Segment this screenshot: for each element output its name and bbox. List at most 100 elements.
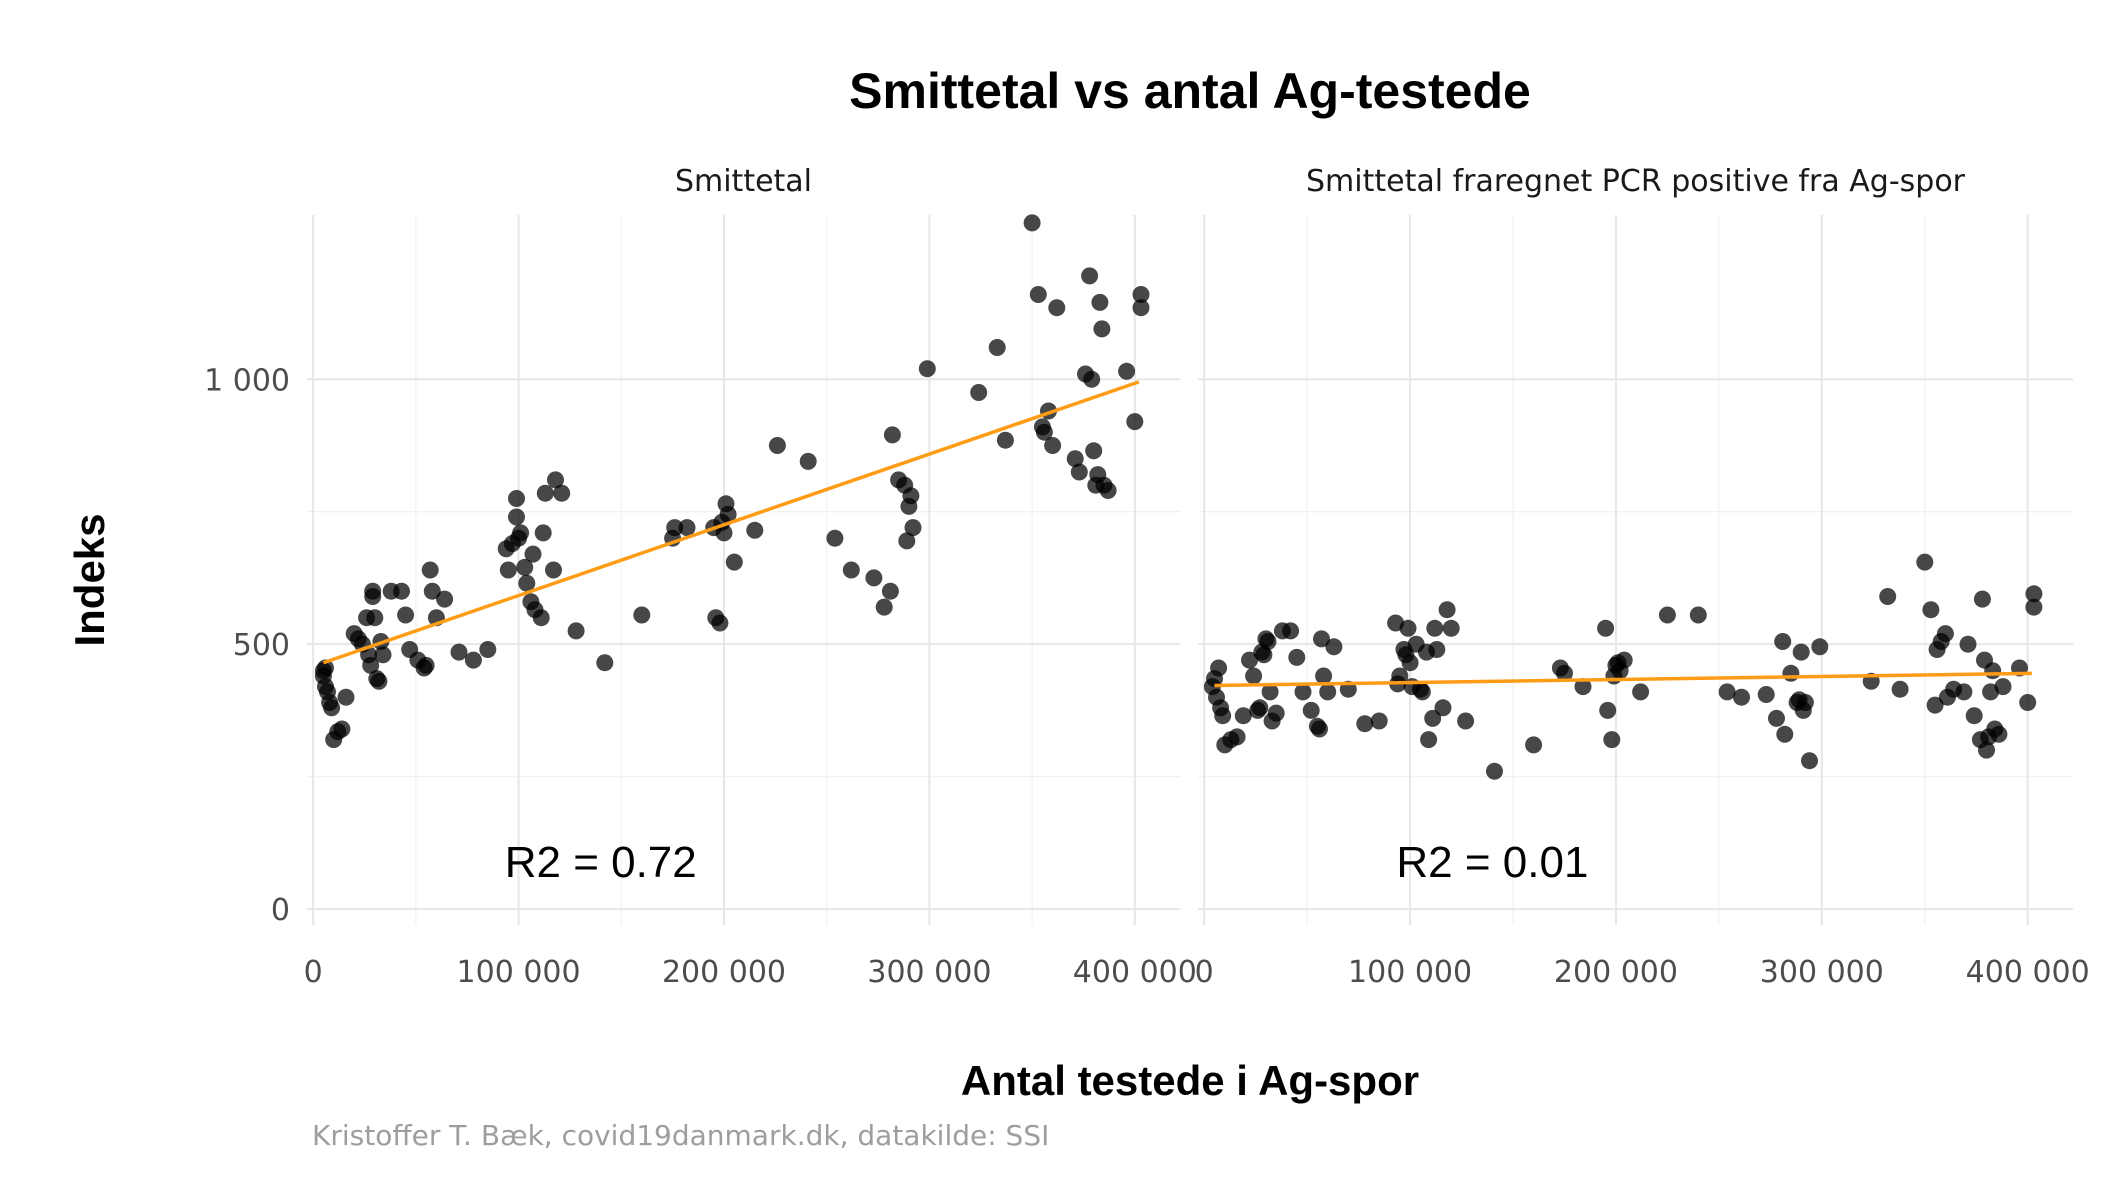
r2-annotation: R2 = 0.72 [505,838,697,887]
data-point [711,614,729,632]
y-tick-label: 0 [271,893,290,928]
data-point [1118,362,1136,380]
x-tick-label: 400 000 [1966,955,2090,990]
data-point [534,524,552,542]
major-grid [307,215,1180,925]
data-point [553,484,571,502]
data-point [1574,678,1592,696]
data-point [393,582,410,600]
data-point [1978,741,1995,759]
data-point [1994,678,2012,696]
data-point [1132,286,1150,303]
data-point [746,521,764,539]
data-point [2019,694,2037,711]
data-point [1428,641,1446,658]
data-point [1936,625,1954,643]
x-axis-title: Antal testede i Ag-spor [961,1057,1419,1104]
data-point [1891,680,1909,698]
data-point [1424,709,1442,727]
y-axis-ticks: 0 500 1 000 [204,363,290,928]
data-point [596,654,614,672]
data-point [450,643,468,661]
data-point [1029,286,1047,303]
data-point [1811,638,1829,656]
data-point [417,656,435,674]
data-point [678,519,696,537]
data-point [1261,683,1279,701]
data-point [881,582,899,600]
data-point [1457,712,1475,730]
data-point [1234,707,1252,725]
data-point [1099,482,1117,499]
y-tick-label: 1 000 [204,363,290,398]
data-point [364,588,382,605]
data-point [1048,299,1066,317]
data-point [508,508,525,526]
data-point [1774,633,1792,650]
data-point [317,659,334,677]
data-point [904,519,922,537]
data-point [898,532,916,550]
data-point [1081,267,1099,285]
data-point [1267,704,1285,722]
data-point [1792,643,1810,661]
data-point [883,426,901,444]
data-point [996,431,1014,449]
data-point [918,360,936,378]
data-point [725,553,743,571]
panel-smittetal: Smittetal 0 100 000 200 000 300 000 400 000 R2… [304,164,1197,990]
data-points [1203,553,2043,780]
x-tick-label: 400 000 [1073,955,1197,990]
data-point [1241,651,1258,669]
data-point [1245,667,1263,685]
data-point [1210,659,1228,677]
data-point [1486,762,1503,780]
data-point [1990,725,2008,743]
data-point [865,569,883,587]
data-point [1658,606,1676,624]
data-point [1132,299,1150,317]
data-point [370,672,388,690]
data-point [1879,588,1897,605]
data-point [512,524,530,542]
major-grid [1198,215,2073,925]
chart-caption: Kristoffer T. Bæk, covid19danmark.dk, da… [312,1119,1049,1152]
data-point [423,582,441,600]
data-point [1438,601,1456,619]
x-tick-label: 100 000 [457,955,581,990]
data-point [1420,731,1438,749]
data-point [1294,683,1312,701]
data-point [1070,463,1088,481]
data-point [1356,715,1374,733]
data-point [1126,413,1144,431]
data-point [1926,696,1944,714]
data-point [875,598,893,616]
data-point [436,590,454,608]
regression-line [322,380,1140,665]
data-point [499,561,517,579]
data-point [1399,619,1417,637]
data-point [970,384,988,401]
data-point [337,688,355,706]
data-point [1757,686,1775,703]
data-point [1085,442,1103,460]
data-point [1255,646,1273,664]
data-point [1442,619,1460,637]
data-point [1556,664,1573,682]
data-point [524,545,542,563]
data-point [1093,320,1111,338]
data-point [464,651,482,669]
data-point [1916,553,1934,571]
x-tick-label: 200 000 [662,955,786,990]
data-point [536,484,554,502]
data-point [397,606,415,624]
data-point [666,519,684,537]
r2-annotation: R2 = 0.01 [1396,838,1588,887]
data-point [1632,683,1650,701]
chart-title: Smittetal vs antal Ag-testede [849,63,1531,119]
facet-strip-label: Smittetal fraregnet PCR positive fra Ag-… [1306,164,1966,199]
x-tick-label: 200 000 [1554,955,1678,990]
data-point [633,606,651,624]
data-point [768,437,786,454]
data-point [1066,450,1084,468]
